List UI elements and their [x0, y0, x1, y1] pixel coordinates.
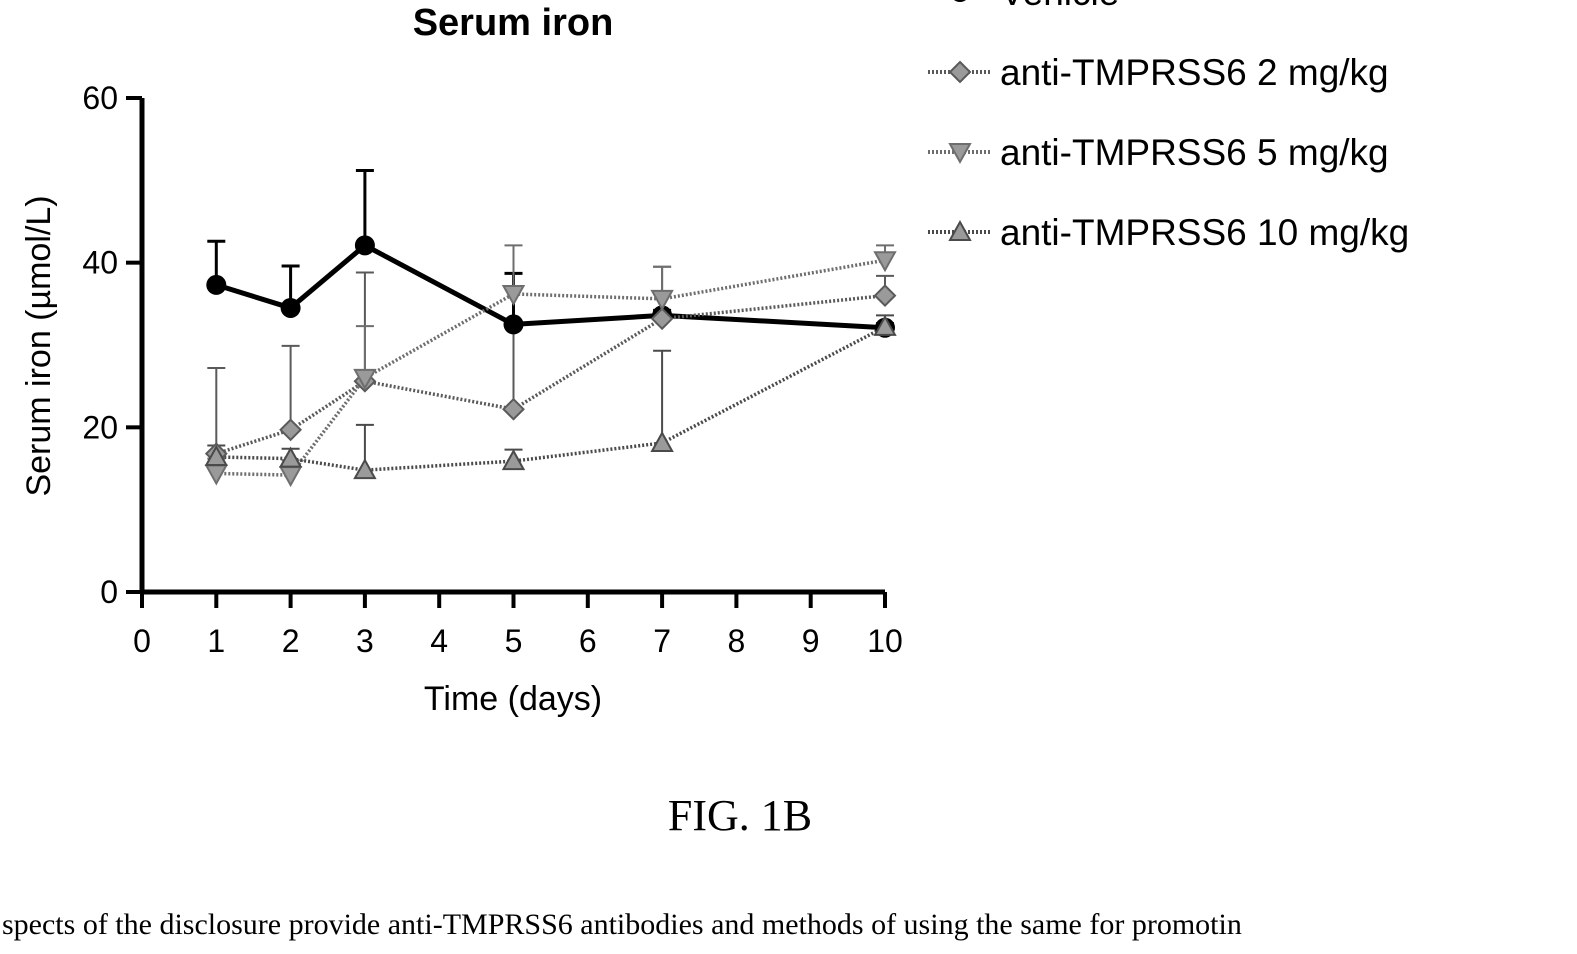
legend-label: anti-TMPRSS6 10 mg/kg — [1000, 212, 1409, 253]
data-point — [501, 284, 526, 307]
legend-label: anti-TMPRSS6 2 mg/kg — [1000, 52, 1389, 93]
series-line — [216, 258, 886, 477]
x-tick-label: 5 — [505, 623, 523, 659]
data-point — [501, 449, 526, 471]
data-point — [503, 314, 524, 335]
data-point — [279, 418, 303, 442]
y-axis-label: Serum iron (µmol/L) — [20, 195, 58, 496]
x-tick-label: 0 — [133, 623, 151, 659]
data-point — [650, 289, 674, 311]
x-tick-label: 3 — [356, 623, 374, 659]
legend-label: Vehicle — [1000, 0, 1119, 13]
legend-marker — [948, 143, 972, 165]
data-point — [280, 297, 301, 318]
data-point — [502, 397, 525, 421]
data-point — [204, 464, 228, 486]
data-point — [873, 314, 897, 336]
y-tick-label: 40 — [82, 245, 118, 281]
data-point — [278, 466, 303, 488]
legend: Vehicle anti-TMPRSS6 2 mg/kg anti-TMPRSS6 … — [928, 0, 1409, 253]
y-tick-label: 60 — [82, 80, 118, 116]
y-tick-label: 20 — [82, 409, 118, 445]
series-line — [215, 242, 886, 331]
data-point — [650, 307, 674, 331]
figure-caption: FIG. 1B — [667, 791, 813, 840]
legend-marker — [954, 0, 966, 2]
y-tick-label: 0 — [100, 574, 118, 610]
series-lines — [215, 242, 886, 477]
chart-title-group: Serum iron — [413, 2, 614, 44]
series-line — [215, 293, 886, 456]
x-tick-label: 1 — [207, 623, 225, 659]
data-point — [206, 274, 227, 295]
data-point — [873, 251, 897, 273]
data-point — [353, 368, 377, 390]
x-axis-label: Time (days) — [424, 680, 602, 718]
legend-marker — [948, 219, 972, 241]
x-tick-label: 9 — [802, 623, 820, 659]
x-tick-label: 10 — [867, 623, 903, 659]
chart-title: Serum iron — [413, 2, 614, 44]
data-point — [650, 430, 674, 452]
ticks: 0 1 2 3 4 5 6 7 8 9 10 0 20 40 60 — [82, 80, 902, 659]
body-text: spects of the disclosure provide anti-TM… — [2, 908, 1242, 941]
x-tick-label: 8 — [728, 623, 746, 659]
data-point — [353, 458, 377, 480]
x-tick-label: 6 — [579, 623, 597, 659]
data-point — [354, 235, 375, 256]
data-point — [873, 284, 897, 308]
data-point — [204, 444, 228, 466]
data-points — [204, 235, 897, 488]
legend-label: anti-TMPRSS6 5 mg/kg — [1000, 132, 1389, 173]
legend-marker — [948, 60, 972, 84]
x-tick-label: 2 — [282, 623, 300, 659]
series-line — [216, 325, 886, 472]
x-tick-label: 4 — [430, 623, 448, 659]
x-tick-label: 7 — [653, 623, 671, 659]
data-point — [278, 446, 303, 468]
